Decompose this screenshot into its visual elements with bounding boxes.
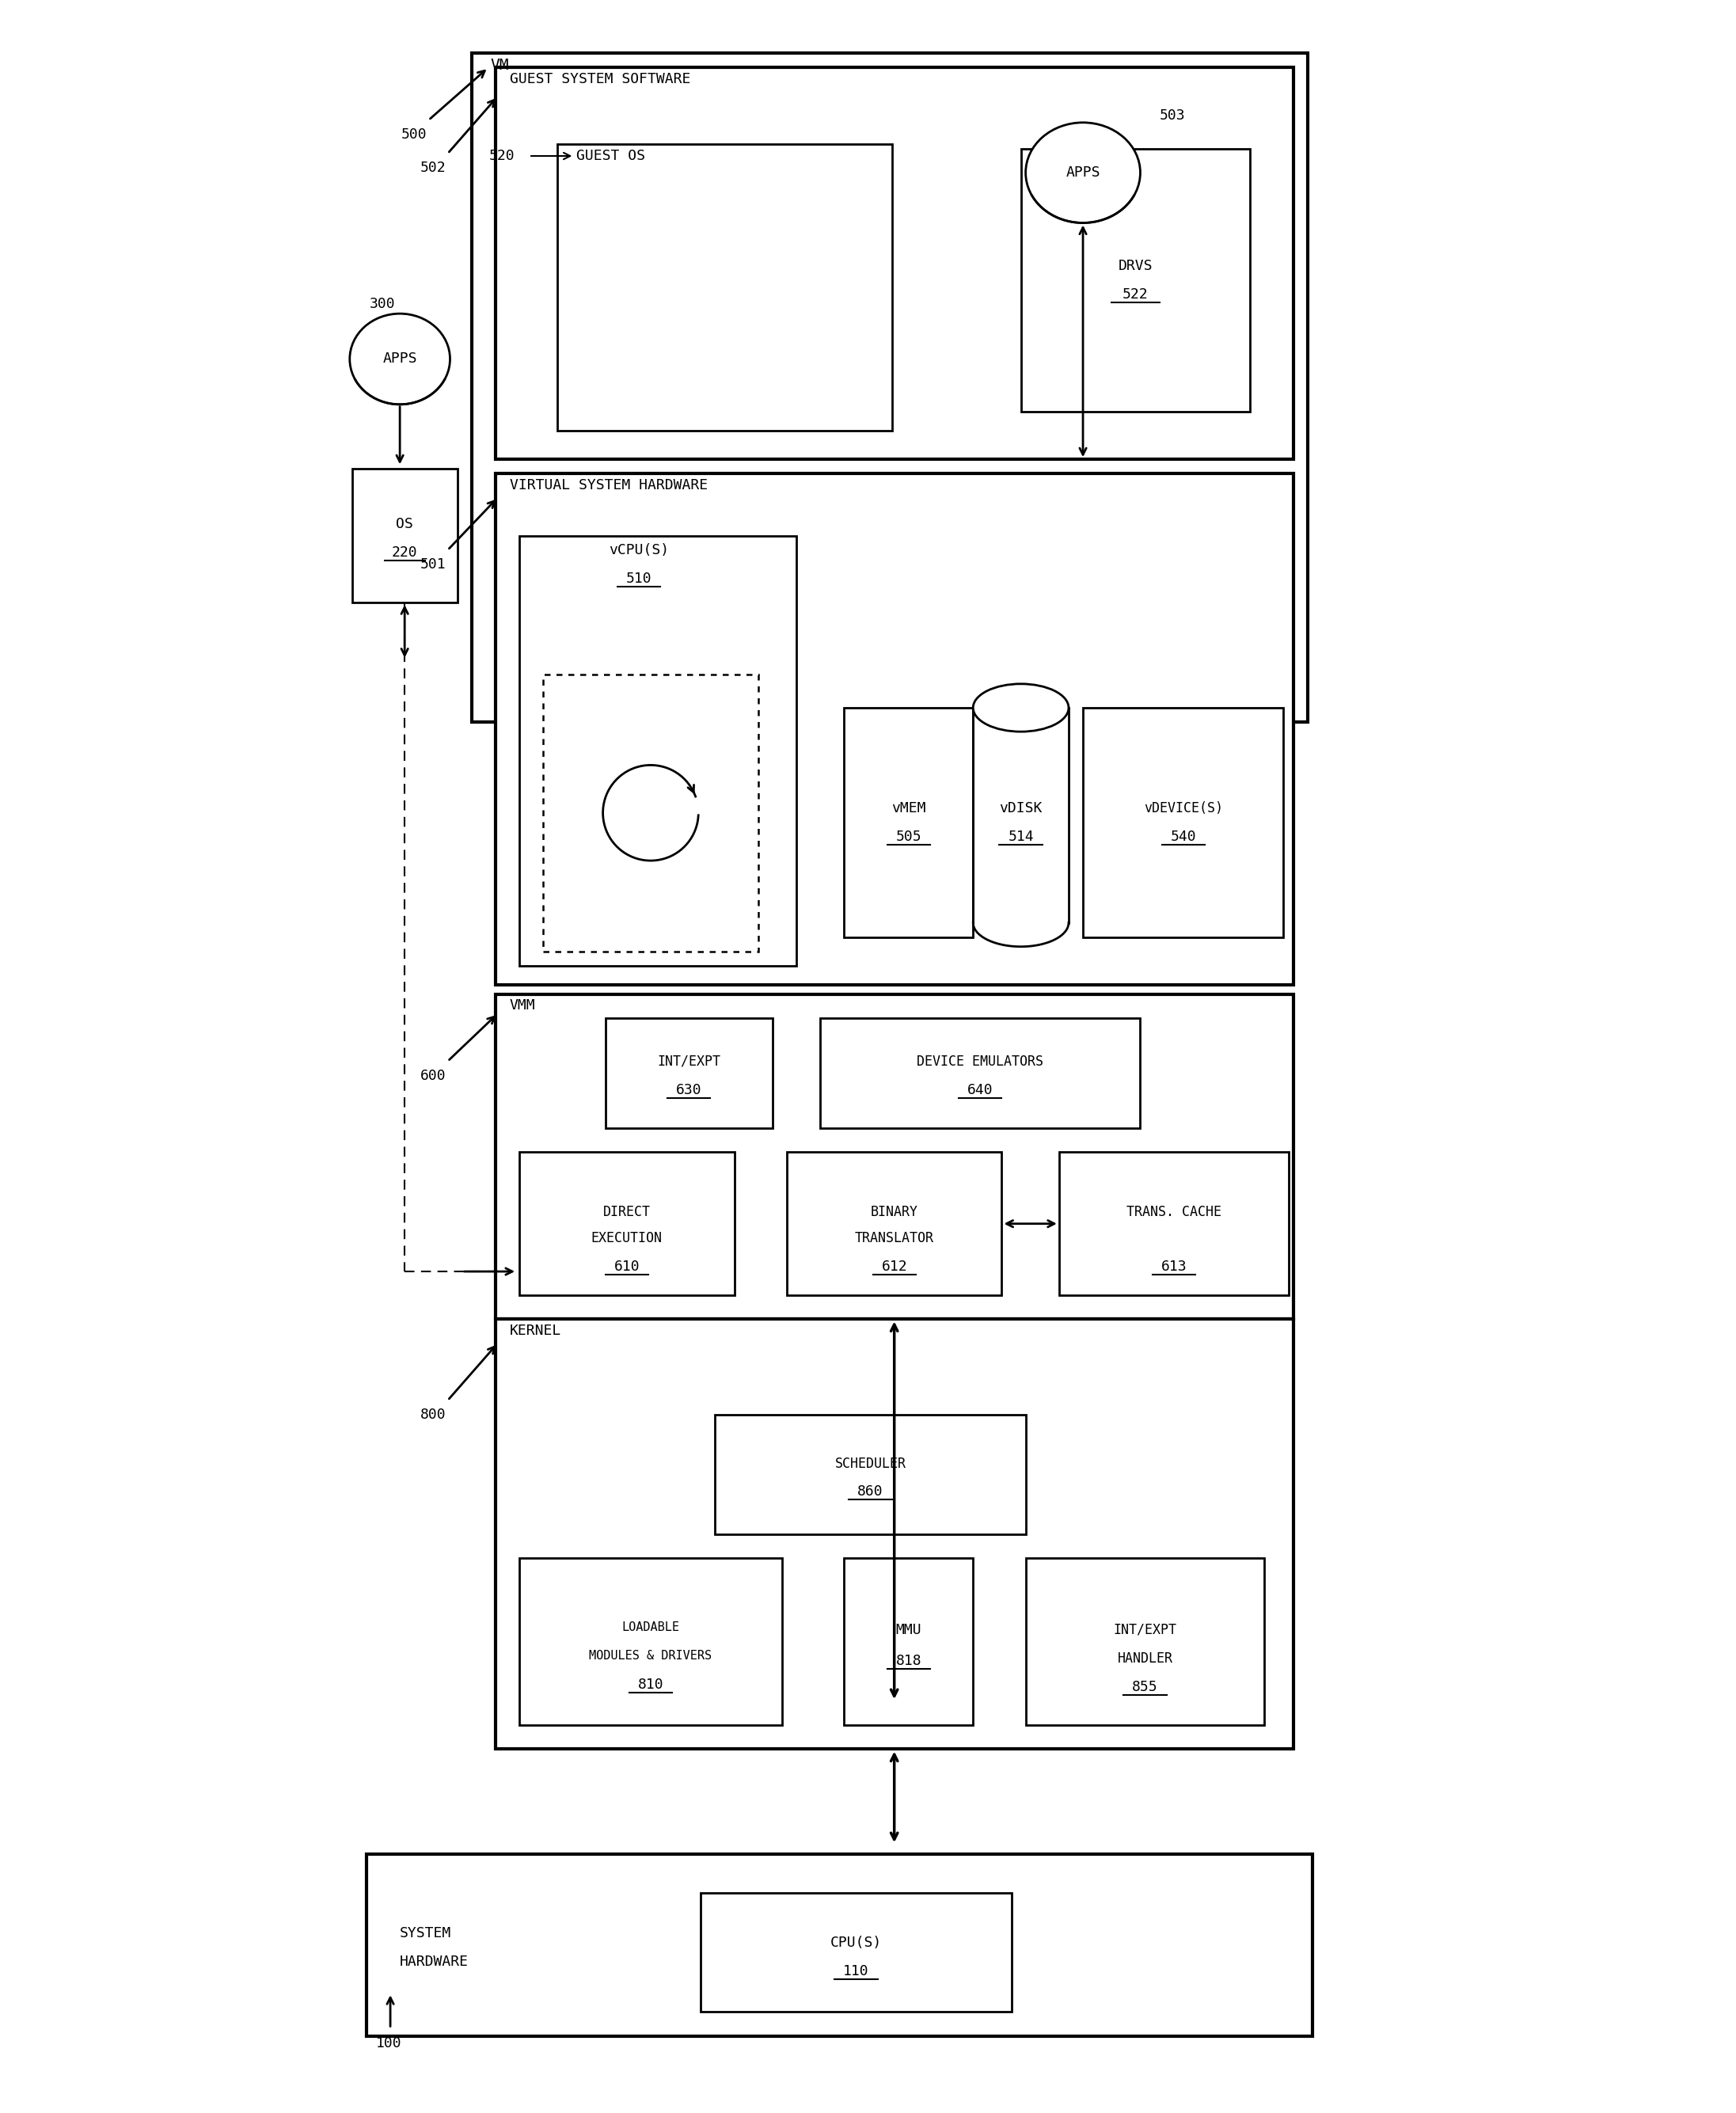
Text: 220: 220 [392, 545, 418, 560]
Text: MODULES & DRIVERS: MODULES & DRIVERS [589, 1650, 712, 1663]
FancyBboxPatch shape [1021, 148, 1250, 412]
Text: 502: 502 [420, 161, 446, 175]
Text: LOADABLE: LOADABLE [621, 1621, 679, 1633]
Text: vDISK: vDISK [1000, 801, 1042, 816]
Text: 110: 110 [844, 1965, 870, 1978]
Text: 520: 520 [490, 148, 514, 163]
Ellipse shape [1026, 123, 1141, 222]
FancyBboxPatch shape [786, 1152, 1002, 1295]
Text: GUEST OS: GUEST OS [576, 148, 646, 163]
Text: TRANS. CACHE: TRANS. CACHE [1127, 1204, 1220, 1219]
Text: 514: 514 [1009, 830, 1033, 843]
FancyBboxPatch shape [472, 53, 1307, 723]
Text: INT/EXPT: INT/EXPT [658, 1054, 720, 1069]
Text: 522: 522 [1123, 287, 1149, 302]
FancyBboxPatch shape [495, 68, 1293, 459]
FancyBboxPatch shape [519, 1152, 734, 1295]
Text: HANDLER: HANDLER [1118, 1652, 1174, 1665]
Text: 810: 810 [637, 1678, 663, 1693]
Text: 510: 510 [625, 573, 651, 585]
Text: vDEVICE(S): vDEVICE(S) [1144, 801, 1222, 816]
Text: 613: 613 [1161, 1259, 1187, 1274]
Text: 300: 300 [370, 298, 396, 311]
Text: 800: 800 [420, 1407, 446, 1422]
FancyBboxPatch shape [819, 1018, 1141, 1128]
Text: DEVICE EMULATORS: DEVICE EMULATORS [917, 1054, 1043, 1069]
FancyBboxPatch shape [844, 1557, 974, 1726]
FancyBboxPatch shape [715, 1416, 1026, 1534]
FancyBboxPatch shape [1083, 708, 1283, 936]
FancyBboxPatch shape [543, 674, 759, 951]
Text: 640: 640 [967, 1082, 993, 1097]
FancyBboxPatch shape [1026, 1557, 1264, 1726]
Text: 610: 610 [615, 1259, 639, 1274]
Text: 540: 540 [1170, 830, 1196, 843]
Text: VMM: VMM [510, 997, 536, 1012]
FancyBboxPatch shape [495, 473, 1293, 985]
Text: 600: 600 [420, 1069, 446, 1082]
Text: 500: 500 [401, 127, 427, 142]
Text: EXECUTION: EXECUTION [592, 1232, 663, 1245]
Text: SCHEDULER: SCHEDULER [835, 1456, 906, 1471]
Text: VIRTUAL SYSTEM HARDWARE: VIRTUAL SYSTEM HARDWARE [510, 478, 708, 492]
Ellipse shape [974, 685, 1069, 731]
FancyBboxPatch shape [844, 708, 974, 936]
Text: 860: 860 [858, 1483, 884, 1498]
FancyBboxPatch shape [1059, 1152, 1288, 1295]
Text: DIRECT: DIRECT [602, 1204, 651, 1219]
FancyBboxPatch shape [606, 1018, 773, 1128]
Text: APPS: APPS [382, 353, 417, 366]
Text: CPU(S): CPU(S) [830, 1936, 882, 1950]
Text: 630: 630 [675, 1082, 701, 1097]
Text: 505: 505 [896, 830, 922, 843]
Text: 501: 501 [420, 558, 446, 571]
FancyBboxPatch shape [352, 469, 457, 602]
Text: APPS: APPS [1066, 165, 1101, 180]
Text: DRVS: DRVS [1118, 258, 1153, 273]
Ellipse shape [349, 313, 450, 404]
Text: 503: 503 [1160, 108, 1186, 123]
FancyBboxPatch shape [495, 1319, 1293, 1750]
Text: INT/EXPT: INT/EXPT [1113, 1623, 1177, 1638]
Text: MMU: MMU [896, 1623, 922, 1638]
Text: BINARY: BINARY [870, 1204, 918, 1219]
FancyBboxPatch shape [701, 1893, 1012, 2012]
FancyBboxPatch shape [519, 1557, 781, 1726]
FancyBboxPatch shape [495, 995, 1293, 1319]
Text: VM: VM [491, 57, 509, 72]
Text: SYSTEM: SYSTEM [399, 1927, 451, 1940]
Text: HARDWARE: HARDWARE [399, 1955, 469, 1969]
Text: 855: 855 [1132, 1680, 1158, 1695]
Text: GUEST SYSTEM SOFTWARE: GUEST SYSTEM SOFTWARE [510, 72, 691, 87]
Text: OS: OS [396, 518, 413, 530]
Text: 100: 100 [377, 2037, 401, 2050]
FancyBboxPatch shape [557, 144, 892, 431]
Text: KERNEL: KERNEL [510, 1325, 561, 1338]
FancyBboxPatch shape [366, 1855, 1312, 2035]
FancyBboxPatch shape [519, 537, 797, 966]
Text: TRANSLATOR: TRANSLATOR [854, 1232, 934, 1245]
Text: 612: 612 [882, 1259, 908, 1274]
Text: vCPU(S): vCPU(S) [609, 543, 668, 558]
Text: vMEM: vMEM [891, 801, 925, 816]
Text: 818: 818 [896, 1654, 922, 1667]
